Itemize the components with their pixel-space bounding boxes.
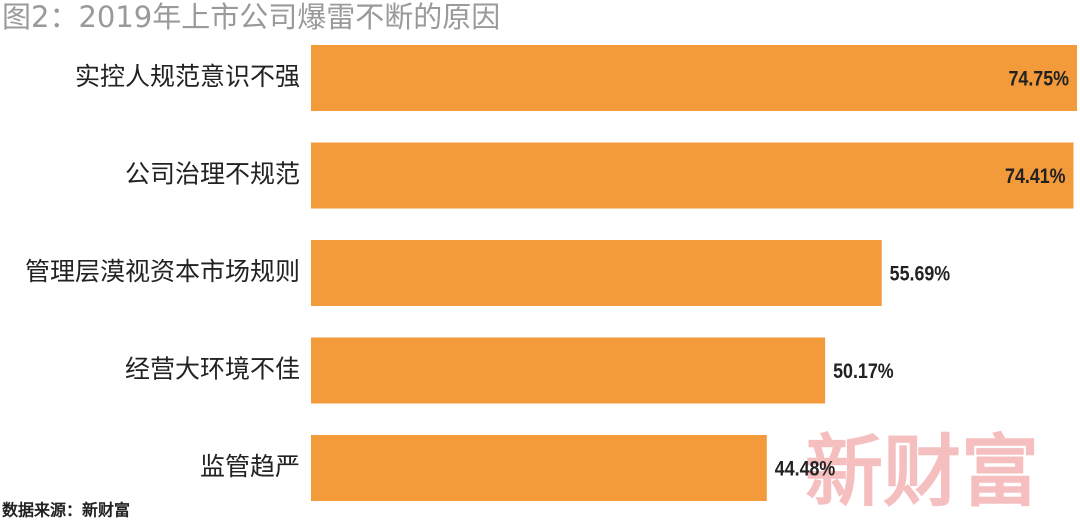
value-label: 44.48% xyxy=(775,457,835,481)
bar xyxy=(311,240,882,306)
category-label: 管理层漠视资本市场规则 xyxy=(25,257,300,286)
value-label: 74.75% xyxy=(1009,67,1069,91)
chart-title: 图2：2019年上市公司爆雷不断的原因 xyxy=(2,0,500,34)
category-label: 实控人规范意识不强 xyxy=(75,62,300,91)
value-label: 55.69% xyxy=(890,262,950,286)
bar xyxy=(311,435,767,501)
category-label: 监管趋严 xyxy=(200,452,300,481)
category-label: 经营大环境不佳 xyxy=(125,355,300,384)
value-label: 74.41% xyxy=(1005,165,1065,189)
bar xyxy=(311,45,1077,111)
value-label: 50.17% xyxy=(833,360,893,384)
bar xyxy=(311,142,1074,209)
source-note: 数据来源：新财富 xyxy=(2,501,130,520)
category-label: 公司治理不规范 xyxy=(125,160,300,189)
bar xyxy=(311,337,826,404)
watermark: 新财富 xyxy=(805,427,1039,518)
